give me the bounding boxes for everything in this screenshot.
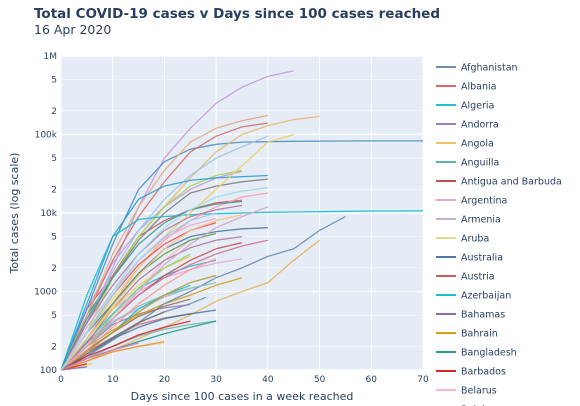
legend-item[interactable]: Andorra bbox=[436, 120, 499, 131]
series-line bbox=[60, 320, 191, 371]
legend-item[interactable]: Armenia bbox=[436, 215, 501, 226]
legend-label: Albania bbox=[461, 82, 496, 93]
series-line bbox=[60, 70, 294, 371]
x-tick-label: 0 bbox=[58, 375, 64, 385]
legend-item[interactable]: Bangladesh bbox=[436, 348, 517, 359]
series-line bbox=[60, 340, 165, 371]
chart-title: Total COVID-19 cases v Days since 100 ca… bbox=[34, 6, 441, 22]
x-tick-label: 10 bbox=[107, 375, 119, 385]
legend-label: Argentina bbox=[461, 196, 507, 207]
legend-label: Bahamas bbox=[461, 310, 505, 321]
legend-label: Algeria bbox=[461, 101, 494, 112]
legend-label: Australia bbox=[461, 253, 503, 264]
y-tick-label: 5 bbox=[51, 311, 57, 321]
y-tick-label: 2 bbox=[51, 107, 57, 117]
y-tick-label: 1000 bbox=[34, 288, 57, 298]
legend-item[interactable]: Belgium bbox=[436, 405, 500, 406]
x-tick-label: 40 bbox=[262, 375, 274, 385]
y-tick-label: 5 bbox=[51, 154, 57, 164]
legend-item[interactable]: Barbados bbox=[436, 367, 506, 378]
legend-label: Afghanistan bbox=[461, 63, 518, 74]
x-axis-title: Days since 100 cases in a week reached bbox=[131, 390, 354, 403]
series-line bbox=[60, 204, 243, 371]
series-line bbox=[60, 169, 243, 371]
y-tick-label: 1M bbox=[44, 52, 58, 62]
x-tick-label: 30 bbox=[210, 375, 222, 385]
legend-item[interactable]: Antigua and Barbuda bbox=[436, 177, 562, 188]
legend-label: Austria bbox=[461, 272, 495, 283]
series-line bbox=[60, 342, 139, 371]
y-tick-label: 100 bbox=[40, 366, 57, 376]
legend-label: Belgium bbox=[461, 405, 500, 406]
series-line bbox=[60, 122, 268, 371]
legend-label: Azerbaijan bbox=[461, 291, 511, 302]
series-line bbox=[60, 210, 424, 371]
series-line bbox=[60, 133, 294, 371]
legend-label: Barbados bbox=[461, 367, 506, 378]
legend-item[interactable]: Afghanistan bbox=[436, 63, 518, 74]
x-tick-label: 20 bbox=[159, 375, 171, 385]
series-line bbox=[60, 174, 268, 371]
series-line bbox=[60, 274, 217, 371]
legend-item[interactable]: Algeria bbox=[436, 101, 494, 112]
x-tick-label: 60 bbox=[366, 375, 378, 385]
legend: Afghanistan Albania Algeria Andorra Angola An… bbox=[436, 63, 562, 406]
chart-subtitle: 16 Apr 2020 bbox=[34, 22, 112, 37]
legend-label: Anguilla bbox=[461, 158, 499, 169]
legend-label: Antigua and Barbuda bbox=[461, 177, 562, 188]
series-line bbox=[60, 178, 268, 371]
legend-item[interactable]: Anguilla bbox=[436, 158, 499, 169]
x-tick-label: 70 bbox=[417, 375, 429, 385]
legend-item[interactable]: Azerbaijan bbox=[436, 291, 511, 302]
legend-label: Aruba bbox=[461, 234, 489, 245]
series-line bbox=[60, 258, 217, 371]
series-line bbox=[60, 200, 243, 371]
y-tick-label: 100k bbox=[35, 131, 58, 141]
y-axis-ticks: 100 2 5 1000 2 5 10k 2 5 100k 2 5 1M bbox=[34, 52, 58, 376]
y-tick-label: 2 bbox=[51, 185, 57, 195]
legend-label: Angola bbox=[461, 139, 494, 150]
y-tick-label: 2 bbox=[51, 264, 57, 274]
series-lines bbox=[60, 70, 424, 371]
legend-label: Belarus bbox=[461, 386, 497, 397]
series-line bbox=[60, 206, 269, 371]
y-tick-label: 10k bbox=[40, 209, 57, 219]
series-line bbox=[60, 235, 243, 371]
series-line bbox=[60, 277, 243, 371]
legend-label: Bangladesh bbox=[461, 348, 517, 359]
series-line bbox=[60, 239, 320, 371]
series-line bbox=[60, 311, 165, 371]
legend-item[interactable]: Bahamas bbox=[436, 310, 505, 321]
x-axis-ticks: 0 10 20 30 40 50 60 70 bbox=[58, 375, 429, 385]
x-tick-label: 50 bbox=[314, 375, 326, 385]
series-line bbox=[60, 214, 243, 371]
legend-item[interactable]: Argentina bbox=[436, 196, 507, 207]
legend-item[interactable]: Austria bbox=[436, 272, 495, 283]
legend-item[interactable]: Albania bbox=[436, 82, 496, 93]
legend-item[interactable]: Bahrain bbox=[436, 329, 498, 340]
series-line bbox=[60, 187, 268, 371]
y-tick-label: 5 bbox=[51, 76, 57, 86]
y-axis-title: Total cases (log scale) bbox=[8, 153, 21, 275]
legend-label: Bahrain bbox=[461, 329, 498, 340]
y-tick-label: 2 bbox=[51, 342, 57, 352]
legend-label: Armenia bbox=[461, 215, 501, 226]
legend-item[interactable]: Aruba bbox=[436, 234, 489, 245]
legend-item[interactable]: Australia bbox=[436, 253, 503, 264]
legend-item[interactable]: Belarus bbox=[436, 386, 497, 397]
legend-item[interactable]: Angola bbox=[436, 139, 494, 150]
y-tick-label: 5 bbox=[51, 233, 57, 243]
legend-label: Andorra bbox=[461, 120, 499, 131]
series-line bbox=[60, 114, 269, 371]
